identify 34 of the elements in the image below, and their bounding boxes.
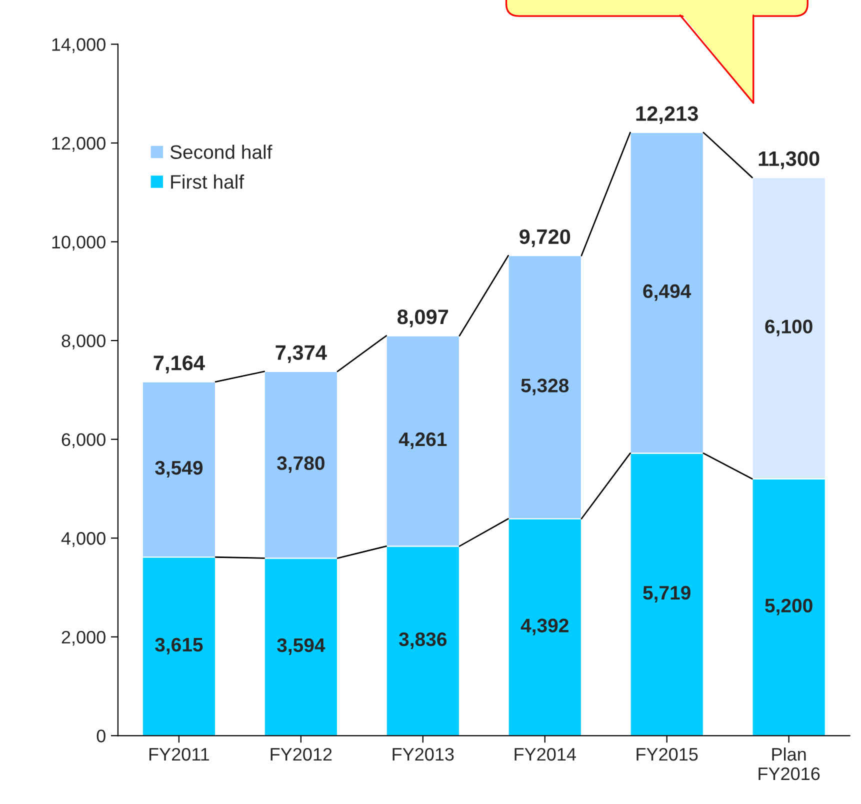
data-label: 3,780 [277,456,324,473]
x-tick-label: FY2015 [636,748,698,761]
total-label: 8,097 [397,309,448,328]
data-label: 6,100 [765,320,812,336]
data-label: 6,494 [643,284,692,301]
x-tick-label: FY2014 [514,748,576,761]
data-label: 4,392 [520,618,568,636]
x-tick-label: FY2013 [392,748,454,761]
y-tick-label: 10,000 [52,236,106,251]
y-tick-label: 8,000 [62,334,106,350]
x-tick-label: FY2011 [149,748,210,761]
total-label: 9,720 [520,229,570,248]
y-tick-label: 2,000 [62,630,106,646]
data-label: 5,200 [765,598,812,616]
data-label: 3,594 [277,638,326,655]
total-label: 12,213 [636,106,698,124]
x-tick-label: Plan FY2016 [758,747,820,780]
y-tick-label: 4,000 [61,532,106,547]
y-tick-label: 6,000 [62,433,106,448]
legend-label: First half [171,174,244,189]
data-label: 3,549 [155,460,203,478]
data-label: 4,261 [398,432,447,450]
total-label: 11,300 [758,151,820,170]
y-tick-label: 14,000 [52,38,106,54]
legend-label: Second half [170,144,272,159]
y-tick-label: 0 [96,730,106,742]
data-label: 3,836 [399,632,447,649]
total-label: 7,164 [154,356,205,374]
data-label: 5,328 [521,378,569,396]
data-label: 5,719 [643,586,690,602]
x-tick-label: FY2012 [270,748,332,761]
y-tick-label: 12,000 [52,136,106,152]
total-label: 7,374 [276,345,327,363]
data-label: 3,615 [155,638,203,654]
